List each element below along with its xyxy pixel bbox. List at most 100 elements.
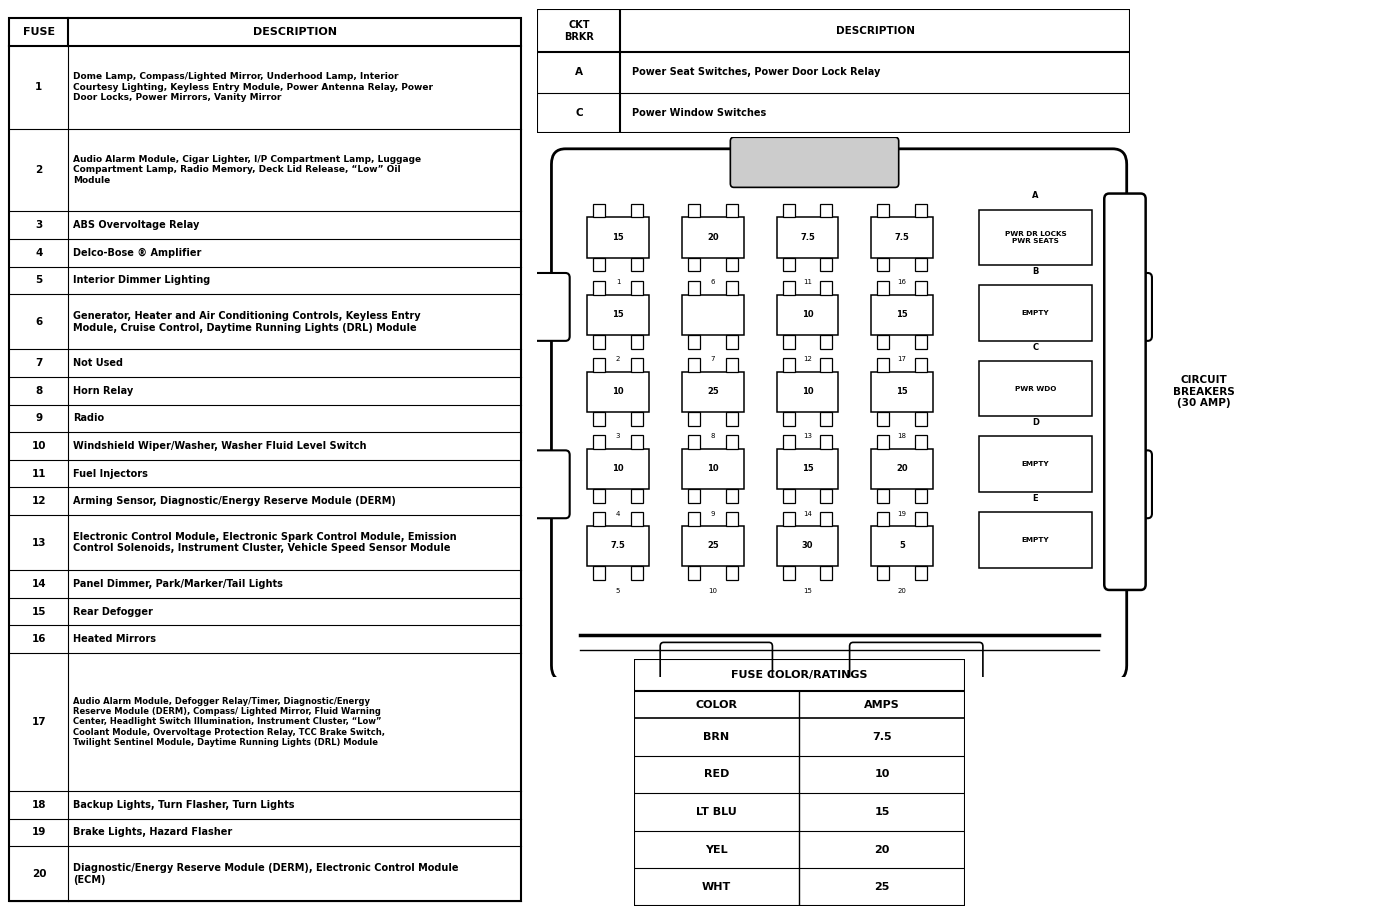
Bar xyxy=(593,203,605,218)
Bar xyxy=(783,489,795,503)
Text: 5: 5 xyxy=(616,587,620,594)
Text: 4: 4 xyxy=(36,248,43,258)
Bar xyxy=(726,512,737,526)
FancyBboxPatch shape xyxy=(526,450,569,518)
Bar xyxy=(820,566,832,580)
Text: C: C xyxy=(1032,342,1039,351)
Text: 10: 10 xyxy=(707,465,718,473)
Text: 15: 15 xyxy=(874,807,890,817)
Text: 25: 25 xyxy=(874,882,890,892)
Bar xyxy=(593,512,605,526)
Text: Delco-Bose ® Amplifier: Delco-Bose ® Amplifier xyxy=(73,248,201,258)
Text: 20: 20 xyxy=(898,587,907,594)
Bar xyxy=(593,335,605,349)
Text: EMPTY: EMPTY xyxy=(1021,310,1049,316)
Text: 15: 15 xyxy=(32,607,45,617)
Bar xyxy=(587,218,649,257)
Bar xyxy=(980,285,1091,341)
Text: 14: 14 xyxy=(32,579,47,589)
Bar xyxy=(688,257,700,272)
Bar xyxy=(980,436,1091,492)
Text: 18: 18 xyxy=(897,434,907,439)
Bar xyxy=(915,435,927,449)
Text: 18: 18 xyxy=(32,800,45,810)
Text: EMPTY: EMPTY xyxy=(1021,461,1049,468)
Bar xyxy=(820,512,832,526)
Text: Audio Alarm Module, Defogger Relay/Timer, Diagnostic/Energy
Reserve Module (DERM: Audio Alarm Module, Defogger Relay/Timer… xyxy=(73,696,386,748)
Bar xyxy=(777,371,838,412)
Text: 25: 25 xyxy=(707,387,719,396)
Bar xyxy=(915,566,927,580)
Text: Rear Defogger: Rear Defogger xyxy=(73,607,153,617)
Text: Dome Lamp, Compass/Lighted Mirror, Underhood Lamp, Interior
Courtesy Lighting, K: Dome Lamp, Compass/Lighted Mirror, Under… xyxy=(73,72,434,102)
Text: C: C xyxy=(575,108,583,118)
Text: YEL: YEL xyxy=(706,845,728,855)
Bar xyxy=(878,435,889,449)
Text: 8: 8 xyxy=(711,434,715,439)
Text: 17: 17 xyxy=(32,717,47,727)
Bar xyxy=(631,566,644,580)
Text: 15: 15 xyxy=(896,387,908,396)
Text: 15: 15 xyxy=(896,310,908,319)
Text: A: A xyxy=(1032,191,1039,200)
Bar xyxy=(631,489,644,503)
Text: 1: 1 xyxy=(616,279,620,285)
Text: 20: 20 xyxy=(874,845,890,855)
Text: DESCRIPTION: DESCRIPTION xyxy=(252,27,336,37)
Text: 20: 20 xyxy=(32,868,45,878)
Text: 7.5: 7.5 xyxy=(872,732,892,742)
Text: E: E xyxy=(1032,494,1038,503)
Bar xyxy=(688,281,700,295)
Bar xyxy=(820,412,832,425)
FancyBboxPatch shape xyxy=(1104,194,1145,590)
Bar xyxy=(915,281,927,295)
Text: 19: 19 xyxy=(32,827,45,837)
Bar xyxy=(631,358,644,371)
Text: 13: 13 xyxy=(803,434,812,439)
Text: 14: 14 xyxy=(803,511,812,517)
FancyBboxPatch shape xyxy=(850,642,983,681)
Bar xyxy=(631,257,644,272)
Bar xyxy=(631,203,644,218)
Bar xyxy=(726,435,737,449)
Text: Fuel Injectors: Fuel Injectors xyxy=(73,468,149,479)
Text: 8: 8 xyxy=(36,386,43,396)
Bar xyxy=(593,281,605,295)
Bar xyxy=(777,526,838,566)
Bar xyxy=(726,257,737,272)
Text: PWR DR LOCKS
PWR SEATS: PWR DR LOCKS PWR SEATS xyxy=(1005,231,1067,244)
Bar xyxy=(878,335,889,349)
FancyBboxPatch shape xyxy=(1108,273,1152,341)
Text: Brake Lights, Hazard Flasher: Brake Lights, Hazard Flasher xyxy=(73,827,233,837)
Text: 9: 9 xyxy=(711,511,715,517)
Text: WHT: WHT xyxy=(701,882,732,892)
Text: 5: 5 xyxy=(36,275,43,285)
Text: 6: 6 xyxy=(36,317,43,327)
Bar xyxy=(871,371,933,412)
Bar xyxy=(783,257,795,272)
Bar xyxy=(878,412,889,425)
Text: CKT
BRKR: CKT BRKR xyxy=(564,20,594,41)
Bar xyxy=(783,335,795,349)
Bar xyxy=(783,435,795,449)
Bar xyxy=(593,412,605,425)
Text: 3: 3 xyxy=(36,221,43,231)
Bar xyxy=(871,295,933,335)
Bar xyxy=(688,435,700,449)
Bar xyxy=(783,412,795,425)
Bar xyxy=(915,257,927,272)
Text: 9: 9 xyxy=(36,414,43,424)
Text: 7: 7 xyxy=(711,356,715,362)
Text: Horn Relay: Horn Relay xyxy=(73,386,134,396)
Bar xyxy=(783,512,795,526)
Bar xyxy=(871,449,933,489)
Text: EMPTY: EMPTY xyxy=(1021,537,1049,543)
Bar xyxy=(688,489,700,503)
Bar xyxy=(593,489,605,503)
Text: AMPS: AMPS xyxy=(864,699,900,709)
Bar xyxy=(593,566,605,580)
Text: Power Window Switches: Power Window Switches xyxy=(633,108,766,118)
Text: 1: 1 xyxy=(36,82,43,92)
Bar xyxy=(878,203,889,218)
Text: 2: 2 xyxy=(36,165,43,175)
